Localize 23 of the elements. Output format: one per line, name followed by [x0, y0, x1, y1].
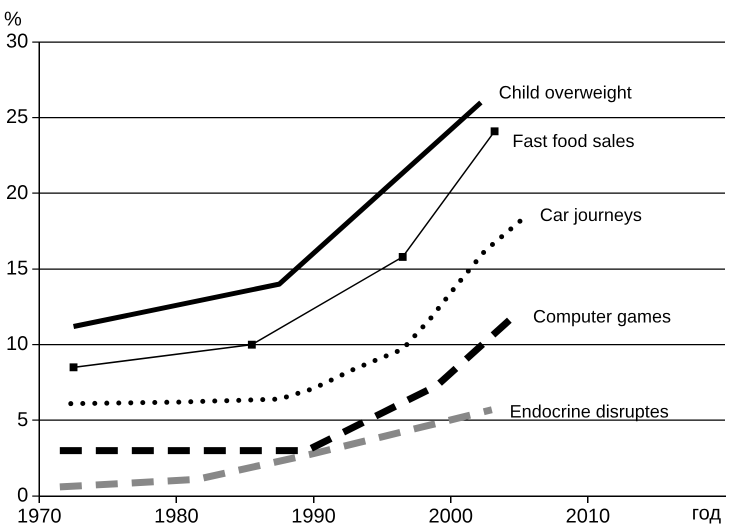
- point: [248, 340, 256, 349]
- y-axis-title: %: [4, 8, 22, 31]
- series-label: Car journeys: [540, 205, 642, 225]
- y-tick-label: 15: [6, 258, 28, 280]
- x-tick-label: 1970: [16, 506, 62, 528]
- series-label: Fast food sales: [512, 130, 634, 151]
- y-tick-label: 30: [6, 30, 28, 53]
- point: [398, 252, 407, 261]
- y-tick-label: 5: [17, 408, 28, 431]
- x-tick-label: 1990: [291, 506, 336, 528]
- x-tick-label: 2000: [428, 506, 473, 528]
- series-label: Endocrine disruptes: [510, 402, 669, 422]
- x-axis-title: год: [692, 502, 722, 525]
- point: [70, 363, 78, 372]
- point: [490, 127, 499, 136]
- y-tick-label: 20: [6, 182, 28, 204]
- series-label: Child overweight: [498, 82, 632, 102]
- series-label: Computer games: [532, 306, 672, 326]
- y-tick-label: 10: [6, 333, 28, 356]
- y-tick-label: 25: [6, 106, 28, 128]
- y-tick-label: 0: [17, 484, 28, 507]
- x-tick-label: 2010: [566, 506, 610, 528]
- x-tick-label: 1980: [154, 506, 199, 528]
